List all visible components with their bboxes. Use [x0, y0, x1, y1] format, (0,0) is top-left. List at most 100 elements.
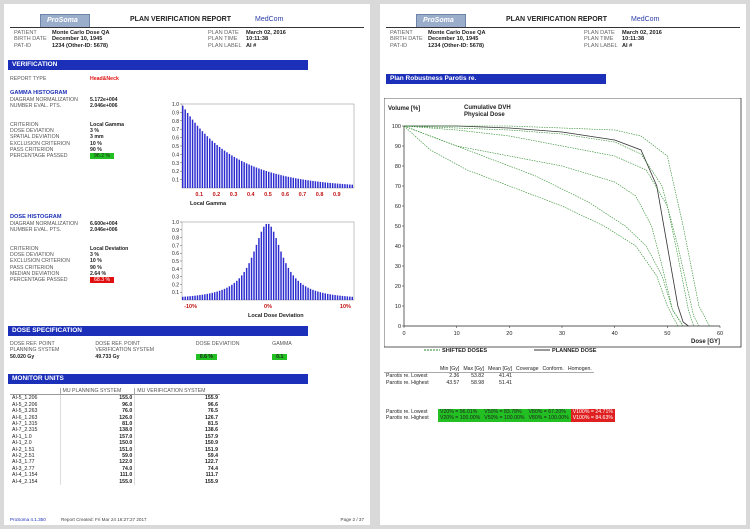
stats-cell: 2.36 [449, 373, 460, 380]
dose-dosedev-value: 3 % [90, 252, 99, 259]
y-tick-label: 80 [395, 164, 401, 170]
histogram-bar [216, 144, 218, 188]
stats-cell [514, 380, 541, 386]
legend-shifted: SHIFTED DOSES [442, 348, 488, 354]
histogram-bar [285, 176, 287, 188]
histogram-bar [255, 244, 258, 300]
histogram-bar [240, 160, 243, 188]
y-tick-label: 0.9 [172, 228, 179, 234]
header-divider [10, 27, 364, 28]
dose-criterion-label: CRITERION [10, 246, 39, 252]
histogram-bar [285, 263, 287, 300]
mu-value: 59.4 [134, 453, 220, 460]
dose-spec-section-title: DOSE SPECIFICATION [8, 326, 308, 336]
shifted-dose-line [403, 125, 694, 327]
histogram-bar [260, 169, 263, 188]
stats-blank-header [384, 366, 438, 373]
histogram-bar [319, 292, 322, 300]
histogram-bar [199, 295, 201, 300]
brand-name: MedCom [631, 16, 660, 23]
histogram-bar [196, 295, 199, 300]
gamma-passed-label: PERCENTAGE PASSED [10, 153, 68, 160]
mu-value: 96.0 [59, 401, 135, 409]
histogram-bar [189, 116, 191, 188]
y-tick-label: 20 [395, 284, 401, 290]
report-type-value: Head&Neck [90, 76, 119, 82]
report-title: PLAN VERIFICATION REPORT [506, 16, 607, 23]
histogram-bar [209, 138, 211, 188]
header-divider [386, 27, 740, 28]
x-tick-label: 0 [402, 331, 405, 337]
dvh-frame [384, 98, 742, 348]
vx-cell-red: V100% = 24.71% [570, 409, 615, 416]
dose-spec-col: DOSE DEVIATION [195, 341, 240, 347]
histogram-bar [184, 296, 186, 300]
dose-passed-label: PERCENTAGE PASSED [10, 277, 68, 284]
mu-value: 157.0 [59, 433, 135, 441]
histogram-bar [326, 182, 329, 188]
dose-spec-col2: VERIFICATION SYSTEM [95, 347, 155, 354]
y-tick-label: 50 [395, 224, 401, 230]
x-tick-label: 60 [717, 331, 723, 337]
histogram-bar [309, 288, 312, 300]
histogram-bar [201, 131, 204, 188]
gamma-spatial-value: 3 mm [90, 134, 104, 141]
dose-spec-col: GAMMA [272, 341, 292, 347]
gamma-dosedev-label: DOSE DEVIATION [10, 128, 54, 135]
histogram-bar [290, 177, 292, 188]
mu-field-name: AI-5_3.263 [12, 408, 38, 415]
histogram-bar [263, 170, 265, 188]
mu-field-name: AI-1_2.0 [12, 440, 32, 447]
mu-table-row: AI-2_2.51 59.0 59.4 [10, 453, 220, 460]
dose-exclusion-value: 10 % [90, 258, 102, 265]
legend-planned: PLANNED DOSE [552, 348, 597, 354]
stats-row-name: Parotis re. Highest [386, 379, 429, 386]
gamma-pts-label: NUMBER EVAL. PTS. [10, 103, 62, 110]
report-footer: ProSoma 4.1.350 Report Created: Fri Mar … [10, 517, 364, 522]
y-tick-label: 1.0 [172, 102, 179, 108]
stats-header: Conform. [542, 366, 564, 372]
dose-pass-label: PASS CRITERION [10, 264, 54, 271]
histogram-bar [268, 223, 270, 300]
gamma-passed-badge: 96.2 % [90, 153, 115, 160]
vx-cell-green: V20% = 96.01% [438, 409, 483, 416]
stats-cell [514, 373, 541, 380]
histogram-bar [341, 295, 344, 300]
y-tick-label: 0.7 [172, 127, 179, 133]
histogram-bar [231, 155, 233, 188]
planlabel-value: AI # [246, 42, 257, 49]
histogram-bar [275, 238, 277, 300]
y-tick-label: 0.5 [172, 259, 179, 265]
histogram-bar [194, 295, 196, 300]
histogram-bar [312, 180, 314, 188]
vx-row-name: Parotis re. Highest [386, 415, 429, 422]
chart-subtitle: Physical Dose [464, 112, 505, 118]
stats-header: Min [Gy] [440, 366, 460, 372]
vx-cell-red: V100% = 84.63% [570, 415, 615, 422]
x-tick-label: 0.9 [333, 192, 341, 198]
gamma-criterion-label: CRITERION [10, 122, 39, 128]
dose-norm-value: 6.600e+004 [90, 221, 118, 227]
y-tick-label: 100 [392, 124, 401, 130]
vx-cell-green: V80% = 100.00% [526, 415, 571, 422]
birth-value: December 10, 1945 [52, 36, 103, 43]
histogram-bar [268, 171, 270, 188]
planned-dose-line [404, 125, 689, 327]
plandate-label: PLAN DATE [208, 30, 239, 36]
histogram-bar [209, 293, 211, 300]
histogram-bar [272, 173, 275, 188]
vx-cell-green: V80% = 67.20% [526, 409, 571, 416]
histogram-bar [199, 128, 201, 188]
histogram-bar [334, 295, 336, 300]
stats-header: Coverage [516, 366, 539, 372]
y-tick-label: 0.8 [172, 119, 179, 125]
chart-title: Cumulative DVH [464, 105, 511, 111]
histogram-bar [295, 278, 297, 300]
histogram-bar [213, 142, 216, 188]
mu-field-name: AI-6_1.263 [12, 414, 38, 421]
histogram-bar [186, 296, 189, 300]
y-tick-label: 30 [395, 264, 401, 270]
histogram-bar [204, 133, 206, 188]
x-tick-label: 0.5 [264, 192, 272, 198]
histogram-bar [317, 181, 319, 188]
